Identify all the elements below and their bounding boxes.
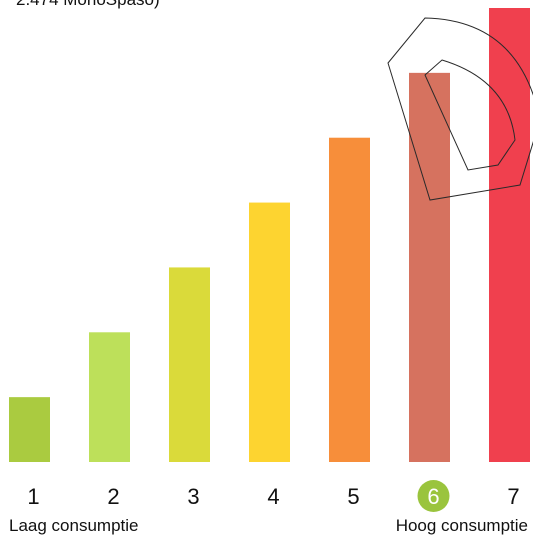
bar-3 — [169, 267, 210, 462]
tick-label-6: 6 — [427, 484, 439, 509]
header-partial-text: 2.474 MonoSpaso) — [16, 0, 160, 10]
bar-7 — [489, 8, 530, 462]
tick-label-3: 3 — [187, 484, 199, 509]
bar-1 — [9, 397, 50, 462]
x-tick-labels: 1 2 3 4 5 6 7 — [27, 480, 520, 512]
tick-label-1: 1 — [27, 484, 39, 509]
watermark-d-logo — [387, 17, 533, 201]
high-consumption-label: Hoog consumptie — [395, 516, 528, 535]
bar-4 — [249, 202, 290, 463]
bar-6 — [409, 72, 450, 462]
bar-2 — [89, 332, 130, 462]
bar-5 — [329, 137, 370, 462]
tick-label-4: 4 — [267, 484, 279, 509]
low-consumption-label: Laag consumptie — [9, 516, 139, 535]
tick-label-7: 7 — [507, 484, 519, 509]
bars-layer — [9, 8, 530, 463]
tick-label-2: 2 — [107, 484, 119, 509]
tick-label-5: 5 — [347, 484, 359, 509]
highlight-circle-6 — [417, 480, 450, 512]
